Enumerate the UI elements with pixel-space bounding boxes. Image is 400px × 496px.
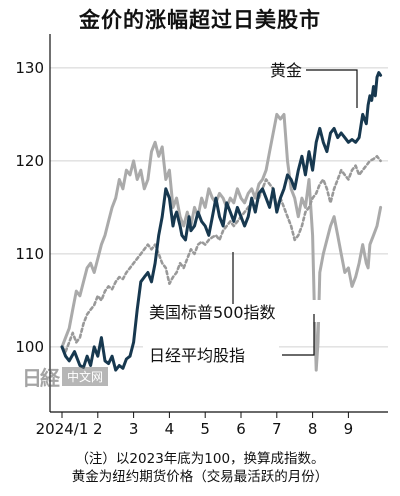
label-sp500: 美国标普500指数 (149, 303, 276, 322)
watermark: 日経 中文网 (22, 362, 109, 391)
x-tick-label: 5 (200, 420, 210, 438)
label-nikkei: 日经平均股指 (149, 346, 245, 365)
leader-gold (306, 69, 358, 108)
x-tick-label: 4 (165, 420, 175, 438)
label-nikkei-bg (143, 343, 279, 365)
y-tick-label: 130 (15, 59, 44, 77)
series-group (60, 71, 383, 372)
x-tick-label: 6 (236, 420, 246, 438)
label-gold: 黄金 (270, 61, 302, 80)
footnote-line-1: （注）以2023年底为100，换算成指数。 (75, 451, 325, 467)
leader-nikkei (282, 314, 315, 356)
y-tick-label: 100 (15, 338, 44, 356)
x-tick-label: 3 (129, 420, 139, 438)
chart-title: 金价的涨幅超过日美股市 (79, 8, 321, 32)
watermark-logo: 日経 (22, 366, 60, 390)
sp500-series-line (60, 155, 382, 353)
label-sp500-bg (143, 300, 327, 322)
footnote-line-2: 黄金为纽约期货价格（交易最活跃的月份） (71, 469, 329, 485)
gold-series-line (60, 71, 383, 372)
x-tick-label: 9 (344, 420, 354, 438)
axes: 100 110 120 130 2024/1 2 3 4 5 6 7 8 9 (15, 34, 388, 438)
y-tick-label: 110 (15, 245, 44, 263)
gridlines (50, 67, 388, 348)
nikkei-series-line (60, 112, 383, 372)
x-tick-label: 8 (308, 420, 318, 438)
y-tick-label: 120 (15, 152, 44, 170)
watermark-text: 中文网 (62, 367, 109, 386)
x-tick-label: 7 (272, 420, 282, 438)
x-tick-label: 2 (93, 420, 103, 438)
x-tick-label: 2024/1 (36, 420, 89, 438)
